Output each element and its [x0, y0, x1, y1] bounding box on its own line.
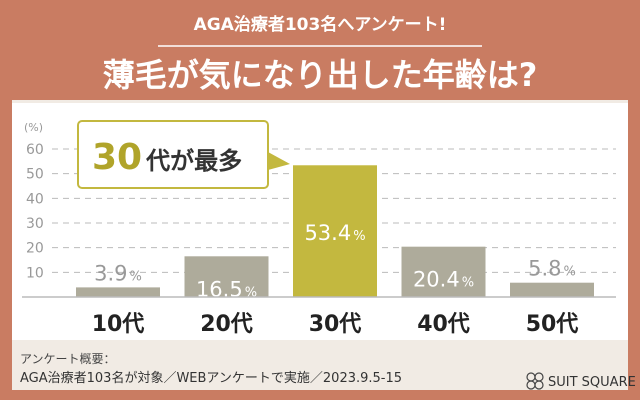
data-label-value: 53.4 — [304, 221, 351, 245]
y-tick-label: 30 — [26, 216, 44, 232]
bar-50代 — [510, 282, 594, 297]
category-label: 50代 — [526, 312, 579, 337]
data-label-value: 5.8 — [528, 257, 561, 281]
data-label-unit: % — [353, 229, 365, 244]
data-label-unit: % — [245, 285, 257, 300]
category-label: 20代 — [200, 312, 253, 337]
category-label: 30代 — [309, 312, 362, 337]
data-label-value: 20.4 — [413, 268, 460, 292]
data-label-value: 3.9 — [94, 261, 127, 285]
y-tick-label: 50 — [26, 167, 44, 183]
data-label: 3.9% — [94, 261, 142, 285]
footer-detail: AGA治療者103名が対象／WEBアンケートで実施／2023.9.5-15 — [20, 370, 402, 386]
y-tick-label: 60 — [26, 142, 44, 158]
brand-logo: SUIT SQUARE — [526, 372, 636, 390]
bar-10代 — [76, 287, 160, 297]
category-label: 40代 — [417, 312, 470, 337]
y-tick-label: 20 — [26, 241, 44, 257]
footer-label: アンケート概要： — [20, 352, 116, 366]
bar-40代 — [401, 246, 486, 297]
data-label: 5.8% — [528, 257, 576, 281]
callout-highlight: 30 — [92, 137, 142, 178]
brand-knot-icon — [526, 372, 544, 390]
brand-name: SUIT SQUARE — [548, 375, 636, 390]
header-subtitle: AGA治療者103名へアンケート! — [194, 14, 447, 35]
category-label: 10代 — [92, 312, 145, 337]
data-label: 53.4% — [304, 221, 365, 245]
callout-pointer — [268, 152, 290, 170]
bar-20代 — [184, 256, 269, 297]
data-label-unit: % — [564, 265, 576, 280]
data-label-unit: % — [130, 269, 142, 284]
y-tick-label: 40 — [26, 191, 44, 207]
data-label-unit: % — [462, 276, 474, 291]
callout-text: 代が最多 — [145, 147, 242, 175]
callout: 30 代が最多 — [77, 120, 290, 189]
bar-30代 — [293, 165, 377, 297]
header-title: 薄毛が気になり出した年齢は? — [103, 56, 538, 94]
y-tick-label: 10 — [26, 265, 44, 281]
y-axis-label: (%) — [24, 121, 43, 134]
callout-box — [77, 120, 269, 189]
data-label: 20.4% — [413, 268, 474, 292]
